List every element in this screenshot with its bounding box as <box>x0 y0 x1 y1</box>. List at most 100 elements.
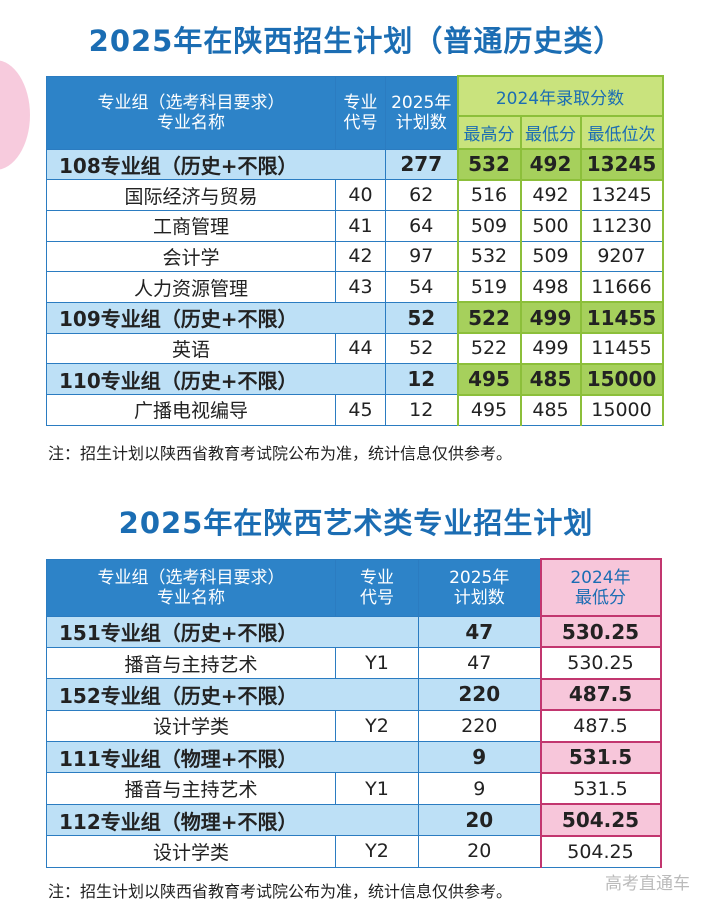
header-line: 代号 <box>360 587 394 608</box>
score: 530.25 <box>539 646 662 680</box>
group-name: 108专业组（历史+不限） <box>46 148 386 181</box>
header-line: 专业组（选考科目要求） <box>97 567 285 588</box>
header-cell: 专业组（选考科目要求） 专业名称 <box>46 558 336 617</box>
header-cell: 最高分 <box>456 115 522 150</box>
score: 532 <box>456 240 522 273</box>
major-name: 英语 <box>46 332 336 365</box>
plan: 12 <box>385 394 458 426</box>
plan: 64 <box>385 209 458 242</box>
plan: 47 <box>418 615 541 648</box>
score: 495 <box>456 394 522 426</box>
major-name: 设计学类 <box>46 709 336 743</box>
plan: 220 <box>418 678 541 711</box>
major-name: 广播电视编导 <box>46 394 336 426</box>
score: 485 <box>519 362 582 396</box>
score: 487.5 <box>539 677 662 712</box>
score: 15000 <box>579 362 664 396</box>
score: 11455 <box>579 301 664 335</box>
table2-note: 注：招生计划以陕西省教育考试院公布为准，统计信息仅供参考。 <box>48 882 513 901</box>
major-row: 设计学类 Y2 220 487.5 <box>46 709 662 743</box>
score: 532 <box>456 148 522 181</box>
score: 516 <box>456 179 522 211</box>
score: 499 <box>519 332 582 365</box>
major-row: 人力资源管理 43 54 519 498 11666 <box>46 271 664 303</box>
table2-title: 2025年在陕西艺术类专业招生计划 <box>118 506 594 540</box>
score: 504.25 <box>539 835 662 868</box>
plan: 47 <box>418 646 541 680</box>
header-cell: 最低分 <box>519 115 582 150</box>
header-cell: 2025年 计划数 <box>385 75 458 150</box>
header-cell: 专业组（选考科目要求） 专业名称 <box>46 75 336 150</box>
major-name: 播音与主持艺术 <box>46 772 336 805</box>
group-row: 109专业组（历史+不限） 52 522 499 11455 <box>46 301 664 335</box>
table1-note: 注：招生计划以陕西省教育考试院公布为准，统计信息仅供参考。 <box>48 444 513 463</box>
score: 530.25 <box>539 614 662 649</box>
table2: 专业组（选考科目要求） 专业名称 专业 代号 2025年 计划数 2024年 最低分 151专业… <box>46 558 662 868</box>
watermark: 高考直通车 <box>605 874 690 894</box>
major-row: 播音与主持艺术 Y1 9 531.5 <box>46 772 662 805</box>
major-row: 播音与主持艺术 Y1 47 530.25 <box>46 646 662 680</box>
score: 485 <box>519 394 582 426</box>
score: 15000 <box>579 394 664 426</box>
header-row: 专业组（选考科目要求） 专业名称 专业 代号 2025年 计划数 2024年录取分数 <box>46 75 664 150</box>
major-name: 播音与主持艺术 <box>46 646 336 680</box>
score: 522 <box>456 301 522 335</box>
plan: 62 <box>385 179 458 211</box>
score: 531.5 <box>539 772 662 805</box>
major-code: Y1 <box>335 646 419 680</box>
group-row: 151专业组（历史+不限） 47 530.25 <box>46 614 662 649</box>
header-cell: 2025年 计划数 <box>418 558 541 617</box>
group-name: 111专业组（物理+不限） <box>46 741 419 774</box>
plan: 220 <box>418 709 541 743</box>
header-line: 2025年 <box>391 92 452 113</box>
group-name: 109专业组（历史+不限） <box>46 301 386 334</box>
plan: 20 <box>418 835 541 868</box>
major-row: 设计学类 Y2 20 504.25 <box>46 835 662 868</box>
score: 500 <box>519 209 582 242</box>
major-code: 44 <box>335 332 386 365</box>
plan: 54 <box>385 271 458 303</box>
decoration <box>0 60 30 170</box>
major-code: Y2 <box>335 709 419 743</box>
major-code: Y1 <box>335 772 419 805</box>
group-row: 108专业组（历史+不限） 277 532 492 13245 <box>46 148 664 181</box>
header-line: 2024年 <box>570 567 631 588</box>
score: 504.25 <box>539 803 662 837</box>
group-row: 112专业组（物理+不限） 20 504.25 <box>46 803 662 837</box>
major-row: 广播电视编导 45 12 495 485 15000 <box>46 394 664 426</box>
score: 487.5 <box>539 709 662 743</box>
major-name: 会计学 <box>46 240 336 273</box>
score: 495 <box>456 362 522 396</box>
header-row: 专业组（选考科目要求） 专业名称 专业 代号 2025年 计划数 2024年 最低分 <box>46 558 662 617</box>
plan: 12 <box>385 363 458 395</box>
major-row: 会计学 42 97 532 509 9207 <box>46 240 664 273</box>
major-name: 工商管理 <box>46 209 336 242</box>
score: 531.5 <box>539 740 662 774</box>
major-code: 41 <box>335 209 386 242</box>
group-name: 152专业组（历史+不限） <box>46 678 419 711</box>
header-line: 专业 <box>360 567 394 588</box>
header-cell: 2024年录取分数 <box>456 75 664 117</box>
score: 509 <box>456 209 522 242</box>
major-row: 英语 44 52 522 499 11455 <box>46 332 664 365</box>
header-line: 计划数 <box>453 587 505 608</box>
group-name: 112专业组（物理+不限） <box>46 803 419 837</box>
major-code: Y2 <box>335 835 419 868</box>
header-line: 专业名称 <box>157 112 225 133</box>
major-code: 42 <box>335 240 386 273</box>
header-cell: 2024年 最低分 <box>539 558 662 617</box>
group-row: 111专业组（物理+不限） 9 531.5 <box>46 740 662 774</box>
score: 519 <box>456 271 522 303</box>
major-code: 43 <box>335 271 386 303</box>
group-row: 110专业组（历史+不限） 12 495 485 15000 <box>46 362 664 396</box>
plan: 97 <box>385 240 458 273</box>
major-code: 45 <box>335 394 386 426</box>
score: 499 <box>519 301 582 335</box>
major-name: 人力资源管理 <box>46 271 336 303</box>
score: 498 <box>519 271 582 303</box>
header-line: 代号 <box>343 112 378 133</box>
score: 509 <box>519 240 582 273</box>
plan: 9 <box>418 772 541 805</box>
table1-title: 2025年在陕西招生计划（普通历史类） <box>88 24 624 58</box>
